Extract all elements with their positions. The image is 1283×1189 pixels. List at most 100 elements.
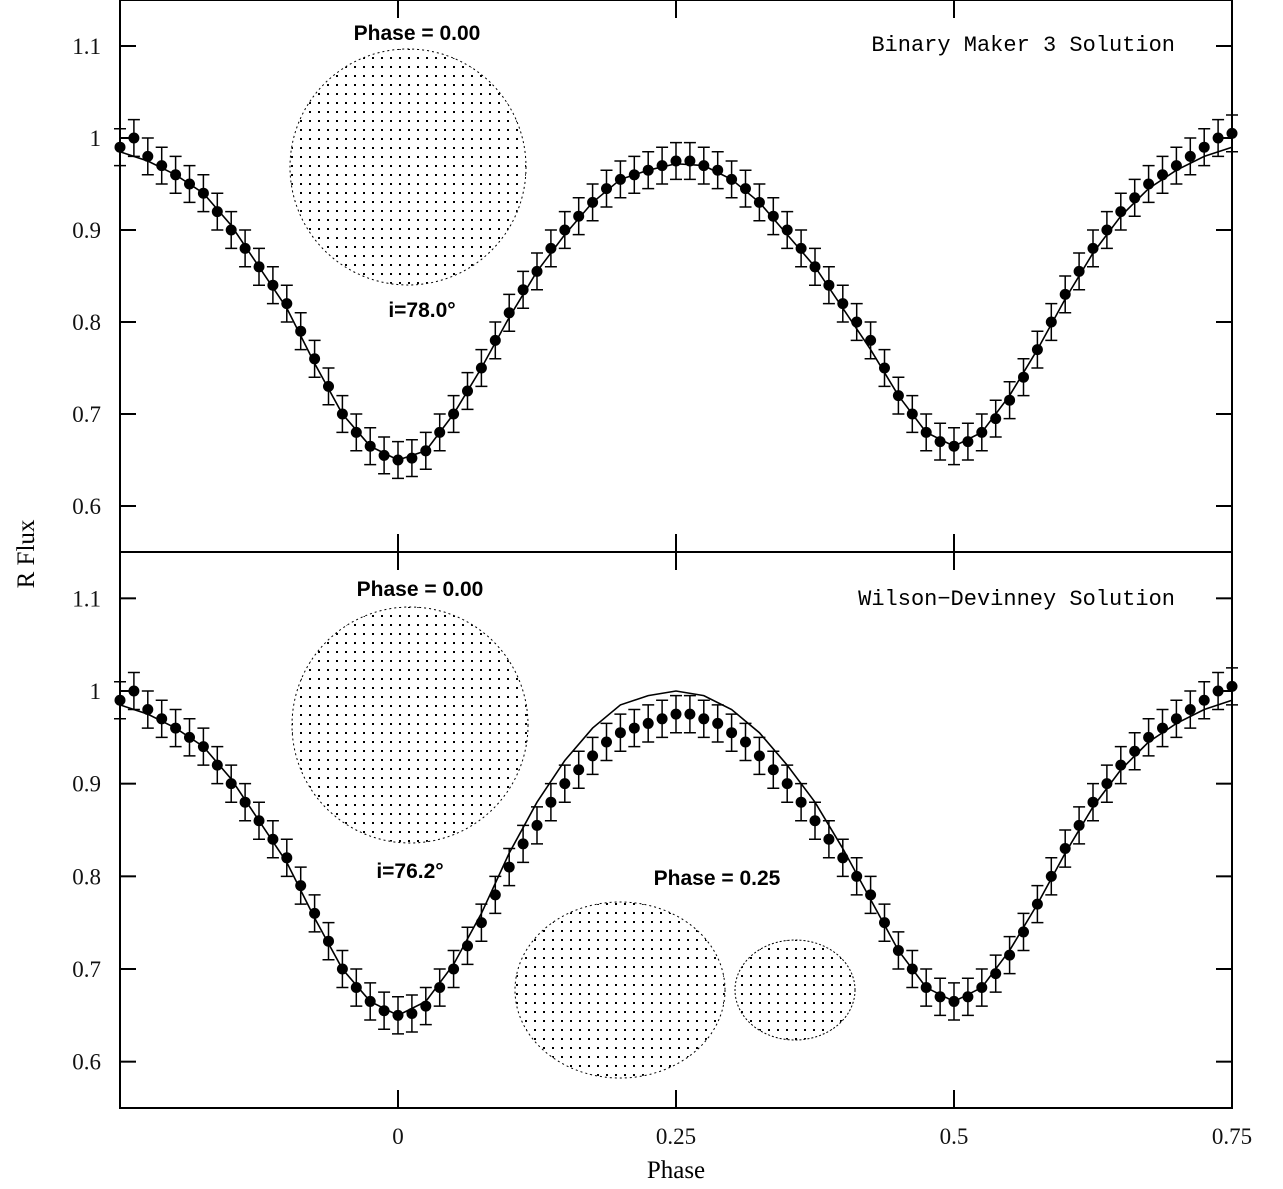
data-point xyxy=(1073,819,1085,831)
data-point xyxy=(1212,132,1224,144)
data-point xyxy=(545,796,557,808)
data-point xyxy=(128,132,140,144)
data-point xyxy=(559,224,571,236)
data-point xyxy=(809,815,821,827)
data-point xyxy=(128,685,140,697)
annotation: Phase = 0.25 xyxy=(654,867,781,890)
data-point xyxy=(601,736,612,748)
data-point xyxy=(225,778,237,790)
data-point xyxy=(656,713,668,725)
data-point xyxy=(865,334,877,346)
data-point xyxy=(1226,127,1238,139)
x-tick-label: 0 xyxy=(392,1124,404,1149)
data-point xyxy=(281,852,293,864)
data-point xyxy=(114,694,126,706)
data-point xyxy=(990,968,1002,980)
data-point xyxy=(1059,843,1071,855)
data-point xyxy=(503,861,515,873)
y-tick-label: 1.1 xyxy=(72,34,101,59)
y-tick-label: 0.7 xyxy=(72,402,101,427)
annotation: i=78.0° xyxy=(388,299,455,322)
data-point xyxy=(865,889,877,901)
data-point xyxy=(1004,949,1016,961)
y-tick-label: 0.8 xyxy=(72,864,101,889)
data-point xyxy=(211,206,223,218)
data-point xyxy=(1059,288,1071,300)
data-point xyxy=(934,436,946,448)
data-point xyxy=(114,141,126,153)
data-point xyxy=(740,183,751,195)
x-axis-label: Phase xyxy=(647,1157,705,1184)
annotation: i=76.2° xyxy=(376,860,443,883)
data-point xyxy=(712,164,724,176)
data-point xyxy=(1018,926,1029,938)
data-point xyxy=(573,764,585,776)
data-point xyxy=(1184,704,1196,716)
annotation: Binary Maker 3 Solution xyxy=(871,33,1175,58)
y-tick-label: 0.6 xyxy=(72,1050,101,1075)
star-secondary xyxy=(734,939,856,1041)
data-point xyxy=(962,991,974,1003)
data-point xyxy=(712,717,724,729)
y-tick-label: 1 xyxy=(90,679,102,704)
data-point xyxy=(295,880,307,892)
y-axis-label: R Flux xyxy=(13,519,40,588)
data-point xyxy=(434,982,446,994)
data-point xyxy=(378,449,390,461)
data-point xyxy=(448,963,460,975)
data-point xyxy=(1087,796,1099,808)
data-point xyxy=(628,722,640,734)
data-point xyxy=(350,426,362,438)
data-point xyxy=(350,982,362,994)
data-point xyxy=(142,150,154,162)
y-tick-label: 0.9 xyxy=(72,218,101,243)
data-point xyxy=(406,1007,418,1019)
data-point xyxy=(531,819,543,831)
star-sphere xyxy=(291,606,529,844)
data-point xyxy=(795,796,807,808)
data-point xyxy=(1101,224,1113,236)
annotation: Phase = 0.00 xyxy=(354,22,481,45)
data-point xyxy=(781,778,793,790)
data-point xyxy=(587,750,599,762)
data-point xyxy=(614,727,626,739)
data-point xyxy=(309,353,321,365)
star-primary xyxy=(514,901,726,1079)
data-point xyxy=(156,160,168,172)
data-point xyxy=(1073,265,1085,277)
data-point xyxy=(309,907,321,919)
y-tick-label: 0.9 xyxy=(72,772,101,797)
data-point xyxy=(795,242,807,254)
data-point xyxy=(823,833,835,845)
data-point xyxy=(517,838,529,850)
data-point xyxy=(156,713,168,725)
data-point xyxy=(1087,242,1099,254)
y-tick-label: 1.1 xyxy=(72,586,101,611)
data-point xyxy=(767,764,779,776)
data-point xyxy=(406,452,418,464)
data-point xyxy=(573,210,585,222)
model-line xyxy=(119,690,1233,1017)
data-point xyxy=(1004,394,1016,406)
data-point xyxy=(837,298,849,310)
data-point xyxy=(601,183,612,195)
data-point xyxy=(489,889,501,901)
data-point xyxy=(517,284,529,296)
data-point xyxy=(684,708,696,720)
data-point xyxy=(1101,778,1113,790)
x-tick-label: 0.5 xyxy=(940,1124,969,1149)
data-point xyxy=(726,727,738,739)
data-point xyxy=(781,224,793,236)
data-point xyxy=(934,991,946,1003)
data-point xyxy=(879,362,890,374)
y-tick-label: 1 xyxy=(90,126,102,151)
data-point xyxy=(698,713,710,725)
data-point xyxy=(142,704,154,716)
data-point xyxy=(1226,680,1238,692)
y-tick-label: 0.6 xyxy=(72,494,101,519)
data-point xyxy=(378,1005,390,1017)
data-point xyxy=(1018,371,1029,383)
x-tick-label: 0.25 xyxy=(656,1124,696,1149)
